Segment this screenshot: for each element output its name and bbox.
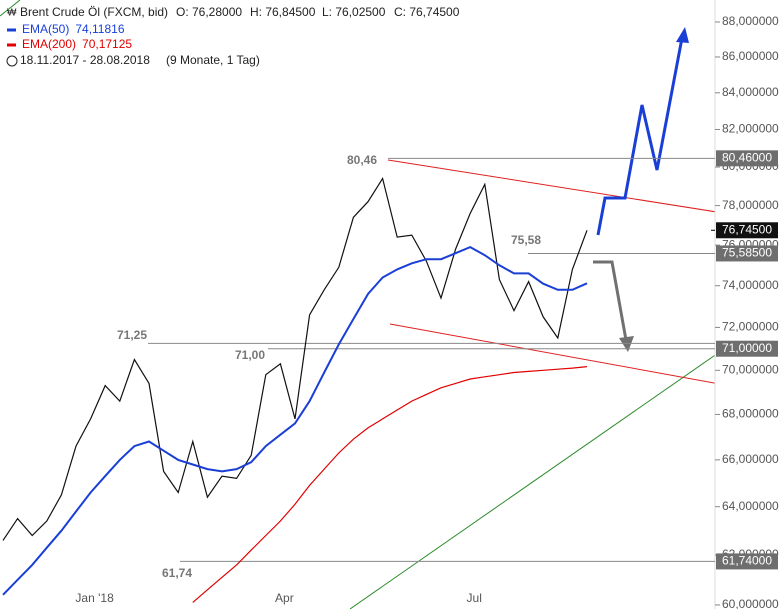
level-note: 75,58	[511, 233, 541, 247]
y-tick-label: 68,000000	[722, 407, 779, 421]
y-tick-label: 66,000000	[722, 452, 779, 466]
y-tick-label: 74,000000	[722, 278, 779, 292]
legend-entry: EMA(200)	[22, 37, 76, 51]
y-tick-label: 70,000000	[722, 362, 779, 376]
series-line	[2, 245, 588, 596]
series-line	[2, 176, 588, 541]
ohlc: H: 76,84500	[250, 5, 316, 19]
period-note: (9 Monate, 1 Tag)	[166, 53, 260, 67]
level-label-box	[716, 340, 778, 357]
y-tick-label: 60,000000	[722, 597, 779, 609]
projection-up	[596, 37, 684, 236]
y-tick-label: 88,000000	[722, 14, 779, 28]
arrow-head	[619, 336, 634, 352]
legend-value: 74,11816	[75, 22, 124, 36]
projection-down	[593, 260, 628, 341]
y-tick-label: 78,000000	[722, 198, 779, 212]
y-tick-label: 82,000000	[722, 122, 779, 136]
level-note: 80,46	[347, 153, 377, 167]
legend-value: 70,17125	[82, 37, 132, 51]
x-tick-label: Jul	[467, 591, 482, 605]
ohlc: C: 76,74500	[394, 5, 460, 19]
last-price-label: 76,74500	[722, 222, 772, 236]
icon: ₩	[7, 8, 17, 19]
level-note: 61,74	[162, 566, 192, 580]
level-label: 75,58500	[722, 246, 772, 260]
y-tick-label: 72,000000	[722, 320, 779, 334]
series-line	[192, 366, 588, 603]
x-tick-label: Apr	[275, 591, 294, 605]
y-tick-label: 64,000000	[722, 499, 779, 513]
header: ₩ Brent Crude Öl (FXCM, bid) O: 76,28000…	[6, 5, 460, 67]
price-axis	[715, 0, 780, 609]
level-note: 71,25	[117, 328, 147, 342]
level-label: 71,00000	[722, 341, 772, 355]
trend-line	[0, 0, 21, 17]
ohlc: L: 76,02500	[322, 5, 386, 19]
chart-title: Brent Crude Öl (FXCM, bid)	[20, 5, 168, 19]
level-label-box	[716, 245, 778, 262]
level-label: 61,74000	[722, 554, 772, 568]
ohlc: O: 76,28000	[176, 5, 242, 19]
last-price-box	[716, 222, 778, 239]
clock-icon	[6, 55, 18, 67]
level-label-box	[716, 553, 778, 570]
level-label: 80,46000	[722, 150, 772, 164]
level-label-box	[716, 150, 778, 167]
legend-entry: EMA(50)	[22, 22, 69, 36]
y-tick-label: 84,000000	[722, 85, 779, 99]
x-tick-label: Jan '18	[75, 591, 114, 605]
trend-line	[349, 309, 780, 609]
level-note: 71,00	[235, 348, 265, 362]
arrow-head	[676, 27, 689, 43]
period: 18.11.2017 - 28.08.2018	[20, 53, 150, 67]
y-tick-label: 86,000000	[722, 49, 779, 63]
